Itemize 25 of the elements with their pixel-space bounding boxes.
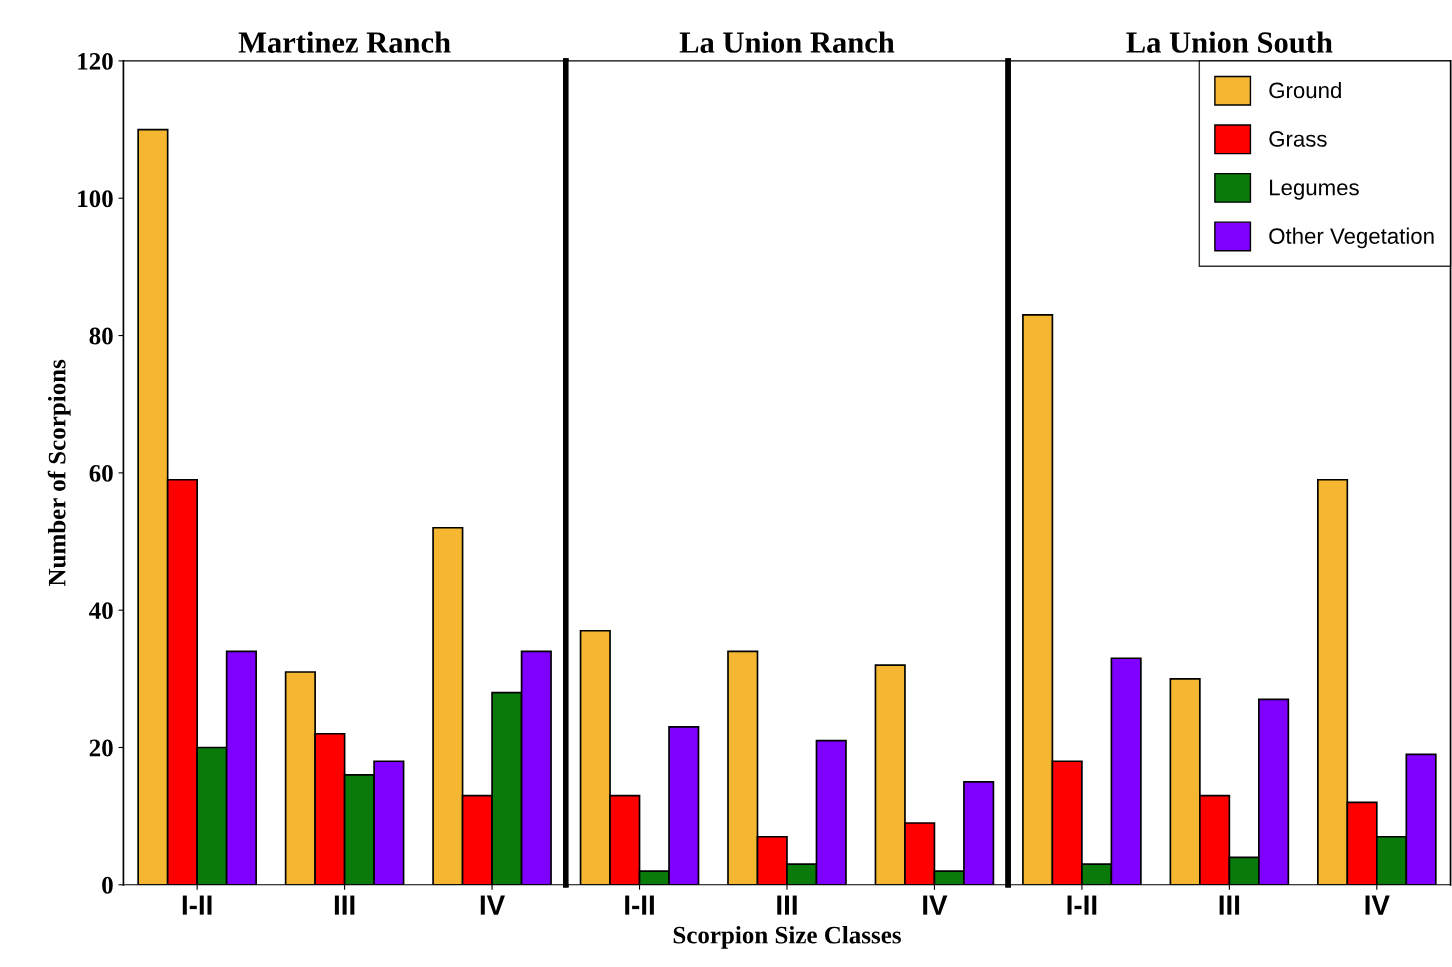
y-tick-label: 100 <box>78 190 113 208</box>
chart-title: Martinez Ranch <box>238 31 451 53</box>
y-tick-label: 60 <box>89 464 113 482</box>
y-tick-label: 80 <box>89 327 113 345</box>
x-tick-label: IV <box>1365 895 1390 915</box>
y-tick-label: 120 <box>78 52 113 70</box>
y-axis-title: Number of Scorpions <box>47 359 71 587</box>
x-tick-label: I-II <box>1067 895 1097 915</box>
legend-label: Ground <box>1269 81 1341 99</box>
x-tick-label: IV <box>923 895 948 915</box>
chart-title: La Union South <box>1126 31 1333 53</box>
y-tick-label: 0 <box>102 876 113 894</box>
y-tick-label: 40 <box>89 602 113 620</box>
x-tick-label: III <box>334 895 355 915</box>
chart-title: La Union Ranch <box>679 31 895 53</box>
x-tick-label: I-II <box>182 895 212 915</box>
y-tick-label: 20 <box>89 739 113 757</box>
legend-label: Other Vegetation <box>1269 227 1434 249</box>
legend-label: Grass <box>1269 131 1327 147</box>
x-tick-label: I-II <box>625 895 654 915</box>
legend-label: Legumes <box>1270 179 1359 200</box>
x-tick-label: IV <box>480 895 505 915</box>
x-tick-label: III <box>1219 895 1240 915</box>
x-axis-title: Scorpion Size Classes <box>673 925 901 949</box>
x-tick-label: III <box>777 895 797 915</box>
